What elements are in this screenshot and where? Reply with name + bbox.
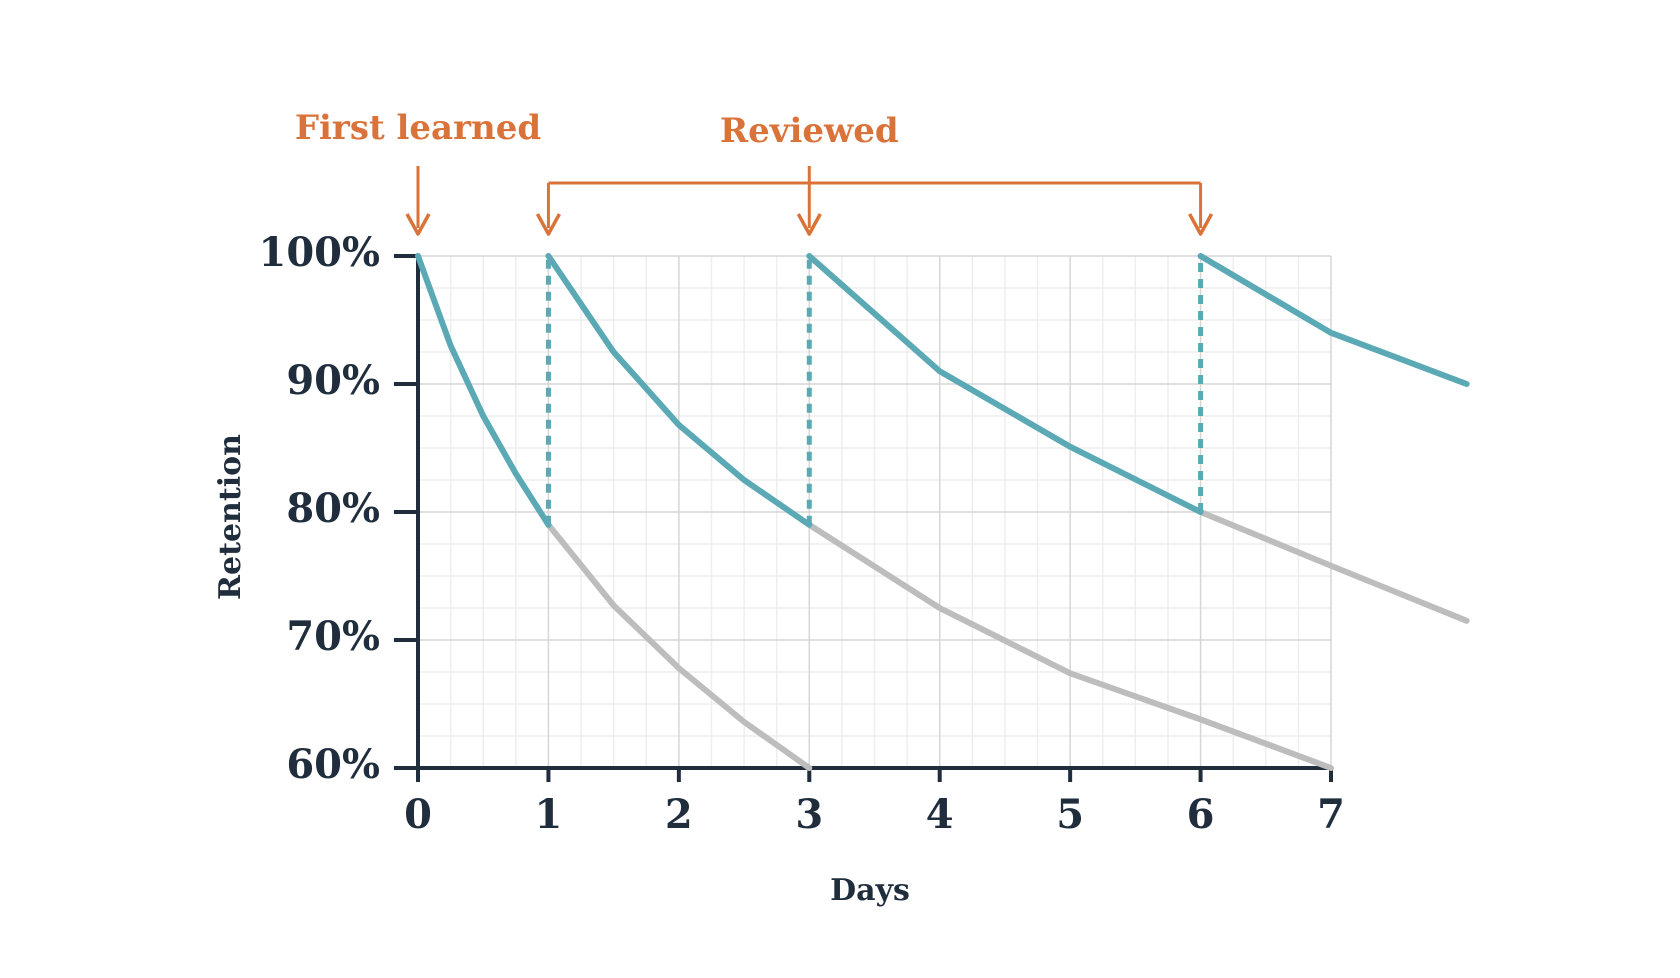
arrow-head — [1188, 213, 1214, 236]
retention-curve — [545, 253, 813, 528]
retention-curve — [806, 521, 1334, 771]
y-tick-label: 90% — [286, 357, 380, 404]
y-tick-label: 100% — [258, 229, 380, 276]
y-axis-title: Retention — [213, 434, 248, 600]
x-axis-title: Days — [830, 873, 910, 908]
annotation-label: Reviewed — [720, 111, 899, 151]
retention-curve — [415, 253, 552, 528]
x-tick-label: 4 — [926, 791, 954, 838]
x-tick-label: 3 — [795, 791, 823, 838]
x-tick-label: 5 — [1056, 791, 1084, 838]
arrow-head — [535, 213, 561, 236]
retention-curve — [545, 521, 813, 771]
arrow-head — [796, 213, 822, 236]
y-tick-label: 70% — [286, 613, 380, 660]
x-tick-label: 6 — [1187, 791, 1215, 838]
y-tick-label: 80% — [286, 485, 380, 532]
y-tick-label: 60% — [286, 741, 380, 788]
x-tick-label: 7 — [1317, 791, 1345, 838]
arrow-head — [405, 213, 431, 236]
x-tick-label: 2 — [665, 791, 693, 838]
retention-curve — [1197, 509, 1470, 624]
x-tick-label: 0 — [404, 791, 432, 838]
x-tick-label: 1 — [535, 791, 563, 838]
retention-curve — [806, 253, 1204, 515]
retention-curve — [1197, 253, 1470, 387]
annotation-label: First learned — [295, 108, 541, 148]
